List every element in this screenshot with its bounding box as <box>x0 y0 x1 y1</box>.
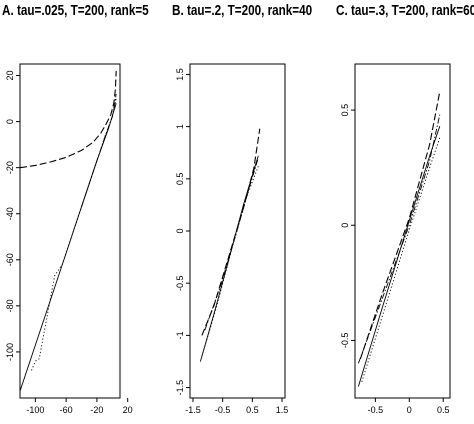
panel-b-x-tick-label: -1.5 <box>185 405 201 415</box>
panel-b-y-tick-label: 1 <box>175 124 185 129</box>
panel-b-x-tick-label: 0.5 <box>246 405 259 415</box>
panel-c-x-tick-label: 0.5 <box>437 405 450 415</box>
panel-c-series-dashdot-line <box>357 114 441 364</box>
panel-a-x-tick-label: 20 <box>123 405 133 415</box>
panel-b-title: B. tau=.2, T=200, rank=40 <box>172 2 313 19</box>
panel-a-series-longdash-line <box>19 70 117 169</box>
panel-c-y-tick-label: -0.5 <box>340 333 350 349</box>
panel-b-x-tick-label: -0.5 <box>215 405 231 415</box>
panel-b-y-tick-label: -1 <box>175 331 185 339</box>
panel-a-x-tick-label: -20 <box>90 405 103 415</box>
panel-b-series-dashdot-line <box>204 157 259 331</box>
panel-a-series-dashdot-line <box>81 93 117 207</box>
panel-b-y-tick-label: 0.5 <box>175 173 185 186</box>
panel-a-y-tick-label: -100 <box>5 343 15 361</box>
panel-b-x-tick-label: 1.5 <box>276 405 289 415</box>
panel-c-y-tick-label: 0.5 <box>340 104 350 117</box>
panel-a-y-tick-label: 20 <box>5 71 15 81</box>
panel-c-series-longdash-line <box>359 91 441 359</box>
panel-b-y-tick-label: -1.5 <box>175 380 185 396</box>
panel-a-y-tick-label: -40 <box>5 207 15 220</box>
panel-a-title: A. tau=.025, T=200, rank=5 <box>2 2 149 19</box>
panel-a-x-tick-label: -60 <box>60 405 73 415</box>
panel-a-plot-frame <box>19 63 121 399</box>
panel-c-y-tick-label: 0 <box>340 223 350 228</box>
panel-c-plot-frame <box>354 63 451 399</box>
panel-b-y-tick-label: 1.5 <box>175 68 185 81</box>
panel-b-series-dotted-line <box>201 166 259 357</box>
panel-c-series-solid-line <box>357 126 441 387</box>
panel-b-y-tick-label: 0 <box>175 228 185 233</box>
panel-a-y-tick-label: -60 <box>5 253 15 266</box>
panel-a-series-dotted-line <box>31 98 117 371</box>
panel-a-series-solid-line <box>19 103 117 392</box>
panel-a-y-tick-label: -80 <box>5 299 15 312</box>
panel-c-x-tick-label: -0.5 <box>368 405 384 415</box>
panel-c-series-dotted-line <box>361 137 441 383</box>
panel-c-title: C. tau=.3, T=200, rank=60 <box>336 2 474 19</box>
panel-b-series-longdash-line <box>201 128 261 336</box>
panel-a-y-tick-label: -20 <box>5 161 15 174</box>
panel-b-y-tick-label: -0.5 <box>175 275 185 291</box>
panel-a-y-tick-label: 0 <box>5 119 15 124</box>
panel-c-x-tick-label: 0 <box>407 405 412 415</box>
panel-a-x-tick-label: -100 <box>26 405 44 415</box>
